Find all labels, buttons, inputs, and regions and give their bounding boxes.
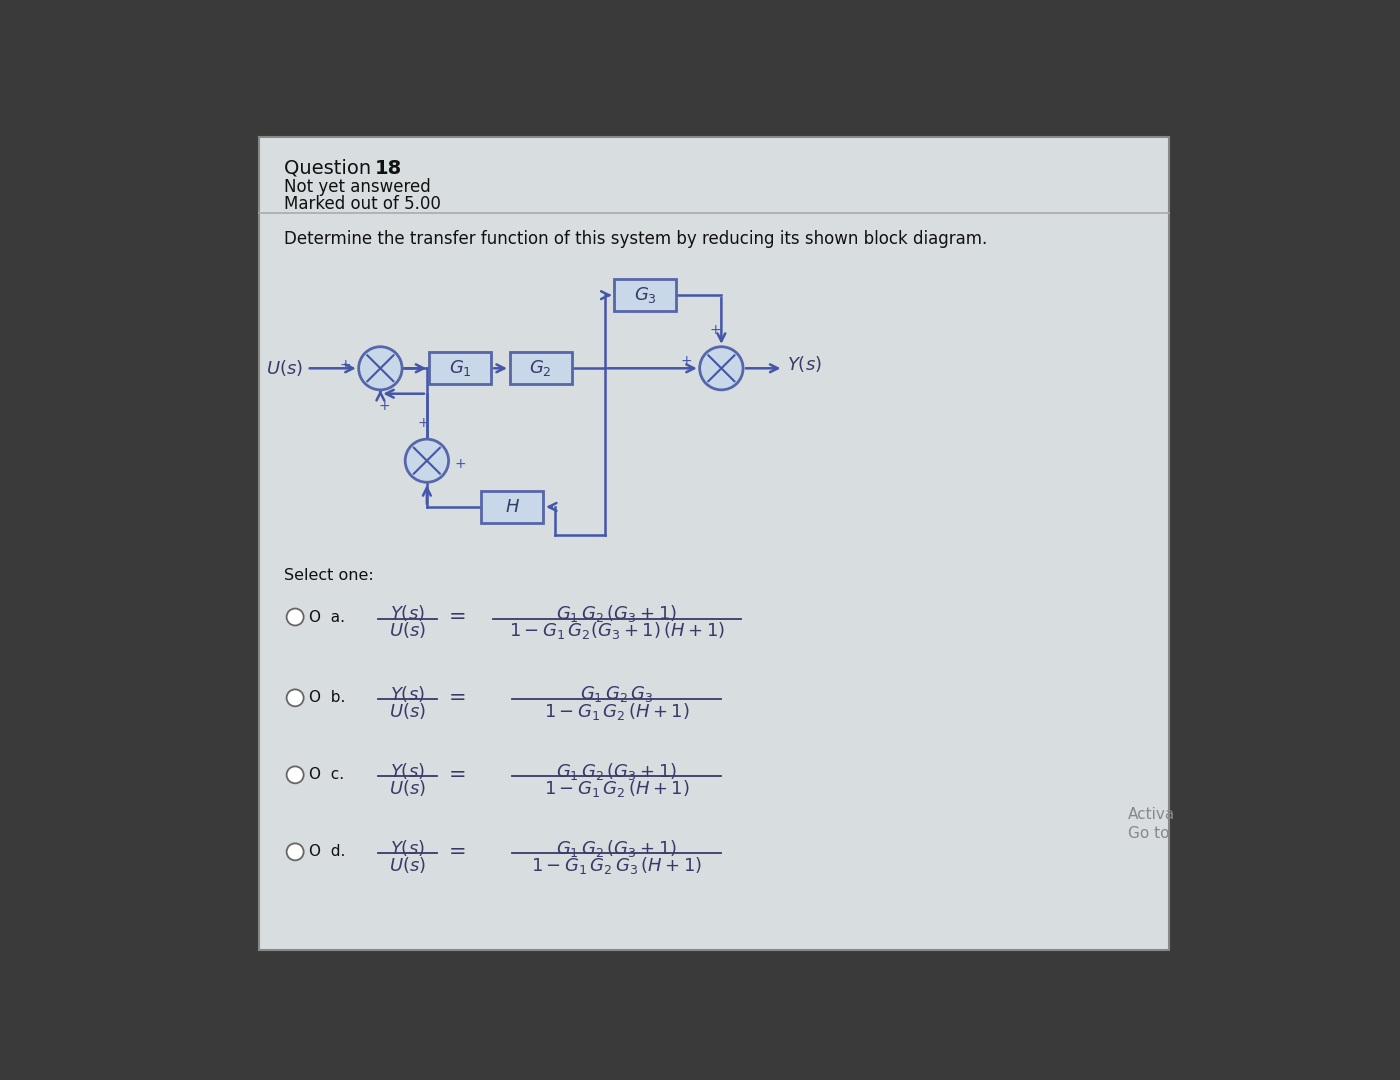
Text: $U(s)$: $U(s)$	[389, 855, 426, 875]
Text: $1-G_1\,G_2\,(H+1)$: $1-G_1\,G_2\,(H+1)$	[543, 701, 690, 721]
Text: Activa: Activa	[1128, 807, 1176, 822]
Text: Go to: Go to	[1128, 826, 1170, 841]
Bar	[510, 352, 571, 384]
Text: $Y(s)$: $Y(s)$	[391, 684, 426, 704]
Bar	[615, 279, 676, 311]
Text: $Y(s)$: $Y(s)$	[787, 354, 822, 375]
Text: $G_2$: $G_2$	[529, 359, 552, 378]
Circle shape	[700, 347, 743, 390]
Text: =: =	[449, 607, 466, 627]
Text: =: =	[449, 688, 466, 707]
Text: +: +	[339, 359, 351, 373]
Text: O  b.: O b.	[309, 690, 346, 705]
Text: $U(s)$: $U(s)$	[389, 620, 426, 640]
Text: O  d.: O d.	[309, 845, 346, 860]
Text: =: =	[449, 765, 466, 785]
Text: $G_1\,G_2\,(G_3+1)$: $G_1\,G_2\,(G_3+1)$	[556, 838, 678, 859]
Text: $1-G_1\,G_2(G_3+1)\,(H+1)$: $1-G_1\,G_2(G_3+1)\,(H+1)$	[508, 620, 725, 642]
Text: $Y(s)$: $Y(s)$	[391, 838, 426, 858]
Text: =: =	[449, 842, 466, 862]
Text: 18: 18	[375, 159, 402, 178]
Text: $G_3$: $G_3$	[634, 285, 657, 306]
Text: $G_1\,G_2\,G_3$: $G_1\,G_2\,G_3$	[580, 684, 654, 704]
Text: O  c.: O c.	[309, 768, 344, 782]
Text: Select one:: Select one:	[283, 568, 374, 583]
Text: $1-G_1\,G_2\,(H+1)$: $1-G_1\,G_2\,(H+1)$	[543, 778, 690, 799]
Text: $1-G_1\,G_2\,G_3\,(H+1)$: $1-G_1\,G_2\,G_3\,(H+1)$	[531, 855, 703, 876]
Text: +: +	[378, 400, 391, 413]
Text: +: +	[417, 416, 428, 430]
Circle shape	[287, 843, 304, 861]
Text: O  a.: O a.	[309, 609, 344, 624]
Circle shape	[287, 767, 304, 783]
Text: $Y(s)$: $Y(s)$	[391, 603, 426, 623]
Text: $U(s)$: $U(s)$	[266, 359, 302, 378]
Text: +: +	[710, 324, 721, 337]
Circle shape	[405, 440, 448, 483]
Bar	[430, 352, 491, 384]
Text: Not yet answered: Not yet answered	[283, 178, 430, 197]
Bar	[482, 490, 543, 523]
Text: Question: Question	[283, 159, 377, 178]
Text: $H$: $H$	[504, 498, 519, 516]
Text: Marked out of 5.00: Marked out of 5.00	[283, 195, 441, 213]
Text: +: +	[680, 353, 692, 367]
Text: $U(s)$: $U(s)$	[389, 701, 426, 721]
Circle shape	[287, 608, 304, 625]
Text: Determine the transfer function of this system by reducing its shown block diagr: Determine the transfer function of this …	[283, 230, 987, 247]
Text: $G_1$: $G_1$	[449, 359, 472, 378]
Text: $G_1\,G_2\,(G_3+1)$: $G_1\,G_2\,(G_3+1)$	[556, 761, 678, 782]
Text: $G_1\,G_2\,(G_3+1)$: $G_1\,G_2\,(G_3+1)$	[556, 603, 678, 624]
Circle shape	[287, 689, 304, 706]
Text: $Y(s)$: $Y(s)$	[391, 761, 426, 781]
Text: $U(s)$: $U(s)$	[389, 778, 426, 798]
Bar	[259, 137, 1169, 949]
Text: +: +	[455, 457, 466, 471]
Circle shape	[358, 347, 402, 390]
